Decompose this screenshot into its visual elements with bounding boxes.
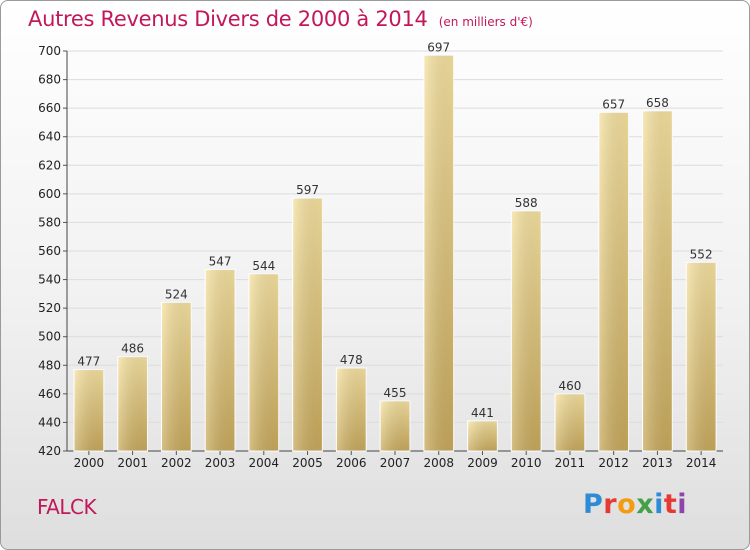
x-tick-label: 2008 [423, 456, 454, 470]
x-tick-label: 2003 [205, 456, 236, 470]
bar-shade [555, 393, 585, 451]
bar-shade [73, 369, 104, 451]
bar-value-label: 486 [121, 342, 144, 356]
chart-title: Autres Revenus Divers de 2000 à 2014 (en… [28, 7, 533, 31]
bar-shade [292, 198, 323, 451]
x-tick-label: 2009 [467, 456, 498, 470]
bar-shade [117, 356, 148, 451]
bar-value-label: 544 [252, 259, 275, 273]
logo-letter: i [677, 489, 688, 520]
x-tick-label: 2000 [74, 456, 105, 470]
bar-value-label: 588 [515, 196, 538, 210]
bar-value-label: 478 [340, 353, 363, 367]
bar-shade [205, 269, 235, 451]
y-tick-label: 500 [38, 330, 61, 344]
y-tick-label: 440 [38, 415, 61, 429]
logo-letter: t [663, 489, 678, 520]
x-tick-label: 2002 [161, 456, 192, 470]
logo-letter: i [654, 489, 664, 520]
logo-letter: o [617, 489, 637, 520]
y-tick-label: 700 [38, 44, 61, 58]
commune-name: FALCK [37, 495, 97, 519]
bar-value-label: 441 [471, 406, 494, 420]
chart-title-main: Autres Revenus Divers de 2000 à 2014 [28, 7, 428, 31]
bar-shade [161, 302, 192, 451]
bar-value-label: 460 [558, 379, 581, 393]
bar-shade [642, 111, 673, 451]
proxiti-logo: Proxiti [583, 489, 687, 520]
chart-unit-note: (en milliers d'€) [438, 15, 533, 29]
y-tick-label: 680 [38, 73, 61, 87]
bar-value-label: 524 [165, 287, 188, 301]
x-tick-label: 2005 [292, 456, 323, 470]
y-tick-label: 620 [38, 158, 61, 172]
y-tick-label: 460 [38, 387, 61, 401]
bar-shade [511, 211, 542, 451]
y-tick-label: 560 [38, 244, 61, 258]
y-tick-label: 480 [38, 358, 61, 372]
bar-shade [467, 421, 498, 451]
x-tick-label: 2012 [598, 456, 629, 470]
y-tick-label: 420 [38, 444, 61, 458]
y-tick-label: 520 [38, 301, 61, 315]
bar-value-label: 477 [77, 355, 100, 369]
y-tick-label: 540 [38, 273, 61, 287]
bar-value-label: 547 [209, 255, 232, 269]
bar-shade [423, 55, 454, 452]
y-tick-label: 660 [38, 101, 61, 115]
x-tick-label: 2001 [117, 456, 148, 470]
bar-shade [686, 262, 717, 451]
y-tick-label: 580 [38, 215, 61, 229]
logo-letter: P [583, 489, 604, 520]
x-tick-label: 2006 [336, 456, 367, 470]
bar-value-label: 697 [427, 40, 450, 54]
bar-shade [248, 273, 279, 451]
x-tick-label: 2013 [642, 456, 673, 470]
bar-value-label: 552 [690, 247, 713, 261]
logo-letter: r [603, 489, 618, 520]
x-tick-label: 2010 [511, 456, 542, 470]
bar-value-label: 455 [384, 386, 407, 400]
bar-value-label: 597 [296, 183, 319, 197]
bar-shade [598, 112, 629, 451]
logo-letter: x [636, 489, 655, 520]
x-tick-label: 2011 [555, 456, 586, 470]
bar-shade [336, 368, 367, 451]
x-tick-label: 2007 [380, 456, 411, 470]
x-tick-label: 2004 [249, 456, 280, 470]
y-tick-label: 640 [38, 130, 61, 144]
x-tick-label: 2014 [686, 456, 717, 470]
bar-shade [380, 401, 410, 451]
bar-value-label: 658 [646, 96, 669, 110]
bar-value-label: 657 [602, 97, 625, 111]
y-tick-label: 600 [38, 187, 61, 201]
